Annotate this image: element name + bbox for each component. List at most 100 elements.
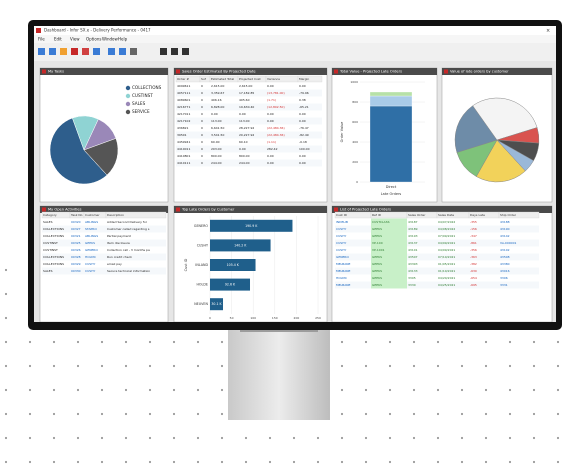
column-header-text: Sales Order [408, 213, 426, 217]
table-cell: 0 [201, 112, 203, 116]
tool-icon[interactable] [160, 48, 167, 55]
value-label: 92.6 K [225, 283, 236, 287]
table-cell: (22,484.36) [267, 126, 285, 130]
toolbar [34, 43, 556, 61]
x-tick-label: 100 [250, 316, 256, 320]
cell-highlight [371, 218, 407, 226]
table-cell: 282.42 [267, 147, 278, 151]
table-cell: 00326 [71, 248, 81, 252]
table-cell: 43393 [408, 262, 418, 266]
table-cell: 2,615.00 [239, 84, 252, 88]
panel-header [442, 68, 552, 75]
table-cell: 0 [201, 91, 203, 95]
table-cell: 43102 [500, 248, 510, 252]
column-header-text: Ship Order [500, 213, 517, 217]
row-stripe [176, 103, 322, 111]
table-cell: 4410801 [177, 154, 190, 158]
y-tick-label: 200 [352, 160, 358, 164]
cell-highlight [371, 239, 407, 247]
tool-icon[interactable] [93, 48, 100, 55]
table-cell: GEEKS [372, 227, 382, 231]
column-header-text: Suf [201, 77, 207, 81]
tool-icon[interactable] [108, 48, 115, 55]
table-cell: 244.00 [211, 161, 222, 165]
table-cell: CUSHY [336, 227, 346, 231]
table-cell: 00320 [71, 220, 81, 224]
table-cell: 4459941 [177, 140, 190, 144]
legend-label: SERVICE [132, 109, 150, 114]
panel-icon [42, 207, 46, 212]
cell-highlight [371, 225, 407, 233]
menu-item[interactable]: View [70, 37, 80, 42]
legend-label: COLLECTIONS [132, 85, 162, 90]
tool-icon[interactable] [38, 48, 45, 55]
table-cell: GEEKS [372, 269, 382, 273]
table-cell: Secure technical information [107, 269, 150, 273]
bar-segment [369, 105, 413, 183]
panel-title: List of Projected Late Orders [340, 208, 391, 212]
table-cell: CUSTINST [43, 248, 58, 252]
table-cell: MELBANE [336, 262, 351, 266]
table-cell: -82.49 [299, 133, 309, 137]
tool-icon[interactable] [171, 48, 178, 55]
table-cell: HOLMC [85, 255, 96, 259]
table-cell: 4089601 [177, 98, 190, 102]
table-cell: 04/07/2022 [438, 220, 455, 224]
legend-swatch [125, 101, 131, 107]
table-cell: 04/20/2021 [438, 276, 455, 280]
tool-icon[interactable] [82, 48, 89, 55]
table-cell: 60.00 [211, 140, 220, 144]
column-header [297, 75, 323, 83]
panel-header [332, 206, 552, 213]
table-cell: CUSHY [336, 241, 346, 245]
table-cell: 43137 [408, 241, 418, 245]
table-cell: 0 [201, 126, 203, 130]
x-tick-label: 50 [230, 316, 234, 320]
table-cell: COLLECTIONS [43, 234, 64, 238]
table-cell: 43189 [408, 227, 418, 231]
row-stripe [42, 253, 166, 261]
tool-icon[interactable] [49, 48, 56, 55]
tool-icon[interactable] [130, 48, 137, 55]
table-cell: (12,802.50) [267, 105, 285, 109]
column-header-text: Customer [85, 213, 100, 217]
x-tick-label: 200 [294, 316, 300, 320]
table-cell: 43193 [408, 234, 418, 238]
tool-icon[interactable] [60, 48, 67, 55]
cell-highlight [371, 253, 407, 261]
legend-label: SALES [132, 101, 146, 106]
column-header-text: Cust ID [336, 213, 348, 217]
menu-item[interactable]: Help [118, 37, 128, 42]
column-header [105, 211, 167, 219]
menu-item[interactable]: Options [86, 37, 101, 42]
table-cell: CUSHY [336, 234, 346, 238]
table-cell: 3306 [500, 276, 508, 280]
menu-item[interactable]: File [38, 37, 45, 42]
tool-icon[interactable] [182, 48, 189, 55]
value-label: 140.2 K [234, 243, 247, 247]
tool-icon[interactable] [119, 48, 126, 55]
value-label: 105.4 K [227, 263, 240, 267]
table-cell: -695 [470, 283, 477, 287]
column-header-text: Ref ID [372, 213, 382, 217]
panel [331, 205, 553, 322]
menu-item[interactable]: Window [102, 37, 119, 42]
table-cell: 0 [201, 105, 203, 109]
table-cell: 07/09/2021 [438, 234, 455, 238]
panel-icon [334, 207, 338, 212]
table-cell: 4217102 [177, 119, 190, 123]
table-cell: VA-000001 [500, 241, 516, 245]
panel-icon [176, 207, 180, 212]
menu-item[interactable]: Edit [54, 37, 62, 42]
table-cell: 0.38 [299, 98, 306, 102]
table-cell: 04/09/2021 [438, 241, 455, 245]
tool-icon[interactable] [71, 48, 78, 55]
row-stripe [335, 225, 539, 233]
table-cell: -356 [470, 248, 477, 252]
column-header-text: Estimated Total [211, 77, 234, 81]
table-cell: 4057111 [177, 91, 190, 95]
table-cell: 800.00 [211, 154, 222, 158]
table-cell: Run credit check [107, 255, 132, 259]
close-button[interactable]: × [546, 28, 550, 34]
table-cell: 0 [201, 140, 203, 144]
